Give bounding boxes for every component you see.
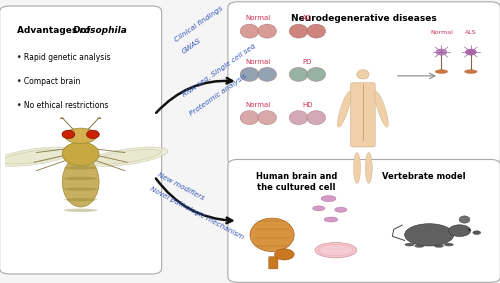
Ellipse shape [473,231,480,234]
Ellipse shape [307,24,326,38]
Ellipse shape [404,224,454,246]
Ellipse shape [60,117,64,119]
Ellipse shape [62,130,75,139]
FancyBboxPatch shape [0,6,162,274]
Ellipse shape [354,153,360,183]
Ellipse shape [312,206,325,211]
Ellipse shape [375,91,388,127]
Ellipse shape [290,24,308,38]
Ellipse shape [466,49,476,55]
Ellipse shape [62,157,99,207]
Text: GWAS: GWAS [182,38,203,55]
Ellipse shape [307,67,326,82]
Ellipse shape [64,187,98,191]
Ellipse shape [448,225,470,237]
Ellipse shape [357,70,369,79]
Ellipse shape [366,153,372,183]
Ellipse shape [258,67,276,82]
Ellipse shape [338,91,351,127]
Ellipse shape [290,111,308,125]
Ellipse shape [444,243,454,246]
Ellipse shape [315,243,357,258]
Text: • No ethical restrictions: • No ethical restrictions [17,101,108,110]
Ellipse shape [436,70,448,73]
Ellipse shape [64,209,98,212]
Text: New modifiers: New modifiers [156,171,206,201]
Ellipse shape [64,177,98,180]
Text: Neurodegenerative diseases: Neurodegenerative diseases [292,14,437,23]
Ellipse shape [258,111,276,125]
Ellipse shape [98,117,102,119]
Text: Drosophila: Drosophila [74,25,128,35]
Ellipse shape [64,166,98,170]
Ellipse shape [62,142,99,166]
Ellipse shape [86,130,100,139]
Ellipse shape [434,244,444,248]
Ellipse shape [414,244,424,248]
Ellipse shape [404,243,414,246]
Ellipse shape [94,149,160,164]
Ellipse shape [459,216,470,223]
Ellipse shape [321,196,336,202]
Text: AD: AD [302,15,312,22]
FancyBboxPatch shape [350,83,375,147]
Text: • Compact brain: • Compact brain [17,77,80,86]
Ellipse shape [465,70,477,73]
Text: Advantages of: Advantages of [17,25,94,35]
Text: HD: HD [302,102,312,108]
Text: Clinical findings: Clinical findings [174,5,224,43]
Text: Normal: Normal [246,15,271,22]
Ellipse shape [468,229,470,231]
Ellipse shape [436,49,447,55]
Text: Human brain and
the cultured cell: Human brain and the cultured cell [256,172,338,192]
FancyBboxPatch shape [268,257,278,269]
FancyBboxPatch shape [228,160,500,282]
Ellipse shape [318,245,353,256]
Text: Proteomic analysis: Proteomic analysis [188,73,248,117]
Ellipse shape [290,67,308,82]
Ellipse shape [274,249,294,260]
Ellipse shape [240,24,259,38]
Text: PD: PD [302,59,312,65]
Ellipse shape [64,128,96,143]
Ellipse shape [0,147,74,166]
Text: RNA-seq, Single cell seq: RNA-seq, Single cell seq [182,43,256,98]
Ellipse shape [334,207,347,212]
Ellipse shape [250,218,294,252]
Ellipse shape [324,217,338,222]
Ellipse shape [0,149,68,164]
Text: Normal: Normal [430,30,453,35]
Ellipse shape [258,24,276,38]
Text: • Rapid genetic analysis: • Rapid genetic analysis [17,53,110,63]
Text: Normal: Normal [246,59,271,65]
Ellipse shape [240,111,259,125]
Text: Novel pathologic mechanism: Novel pathologic mechanism [150,185,245,240]
Ellipse shape [87,147,168,166]
Ellipse shape [64,198,98,201]
Ellipse shape [307,111,326,125]
Text: Vertebrate model: Vertebrate model [382,172,466,181]
Text: Normal: Normal [246,102,271,108]
Text: ALS: ALS [465,30,476,35]
Ellipse shape [240,67,259,82]
FancyBboxPatch shape [228,2,500,165]
